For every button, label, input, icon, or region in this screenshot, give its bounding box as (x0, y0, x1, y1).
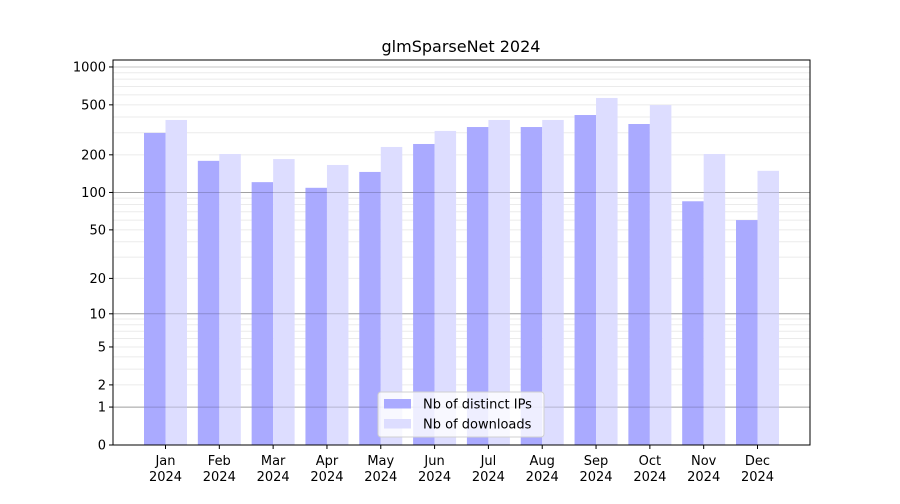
bar-downloads (649, 105, 672, 445)
bar-downloads (434, 130, 457, 445)
bar-distinct-ips (144, 132, 166, 445)
bar-distinct-ips (682, 201, 704, 445)
bar-downloads (273, 159, 295, 445)
legend-label: Nb of downloads (423, 418, 532, 433)
chart-title: glmSparseNet 2024 (382, 37, 541, 56)
bar-downloads (757, 170, 779, 446)
bar-distinct-ips (628, 124, 650, 445)
x-tick-label: May 2024 (364, 454, 397, 485)
x-tick-label: Mar 2024 (257, 454, 290, 485)
bar-downloads (703, 154, 726, 446)
bar-distinct-ips (413, 143, 435, 445)
x-tick-label: Jun 2024 (418, 454, 451, 485)
bar-downloads (488, 119, 510, 446)
bar-distinct-ips (574, 115, 597, 446)
y-tick-label: 20 (89, 272, 106, 287)
x-tick-label: Nov 2024 (687, 454, 720, 485)
bar-downloads (596, 97, 618, 446)
x-tick-label: Aug 2024 (526, 454, 559, 485)
bar-distinct-ips (466, 127, 489, 445)
bar-distinct-ips (251, 182, 274, 445)
bar-distinct-ips (520, 127, 543, 445)
y-tick-label: 0 (98, 439, 106, 454)
x-tick-label: Feb 2024 (203, 454, 236, 485)
legend-swatch (384, 399, 411, 409)
x-tick-label: Jan 2024 (149, 454, 182, 485)
legend-box (377, 391, 545, 438)
y-tick-label: 50 (89, 223, 106, 238)
x-tick-label: Apr 2024 (310, 454, 343, 485)
bar-distinct-ips (736, 220, 758, 445)
y-tick-label: 2 (98, 378, 106, 393)
legend-swatch (384, 419, 411, 429)
x-tick-label: Sep 2024 (579, 454, 612, 485)
y-tick-label: 5 (98, 340, 106, 355)
x-tick-label: Dec 2024 (741, 454, 774, 485)
x-tick-label: Oct 2024 (633, 454, 666, 485)
y-tick-label: 1 (98, 401, 106, 416)
bar-distinct-ips (197, 160, 220, 445)
bar-downloads (326, 164, 349, 446)
y-tick-label: 1000 (73, 60, 106, 75)
y-tick-label: 200 (81, 148, 106, 163)
bar-downloads (542, 119, 564, 446)
legend: Nb of distinct IPs Nb of downloads (377, 391, 545, 438)
bar-distinct-ips (305, 187, 327, 446)
y-tick-label: 10 (89, 307, 106, 322)
bar-distinct-ips (359, 171, 381, 445)
bar-downloads (380, 146, 403, 445)
y-tick-label: 500 (81, 98, 106, 113)
x-tick-label: Jul 2024 (472, 454, 505, 485)
bar-downloads (165, 119, 187, 446)
bar-downloads (219, 154, 241, 446)
y-tick-label: 100 (81, 186, 106, 201)
legend-label: Nb of distinct IPs (423, 398, 532, 413)
plot-frame (112, 59, 811, 446)
